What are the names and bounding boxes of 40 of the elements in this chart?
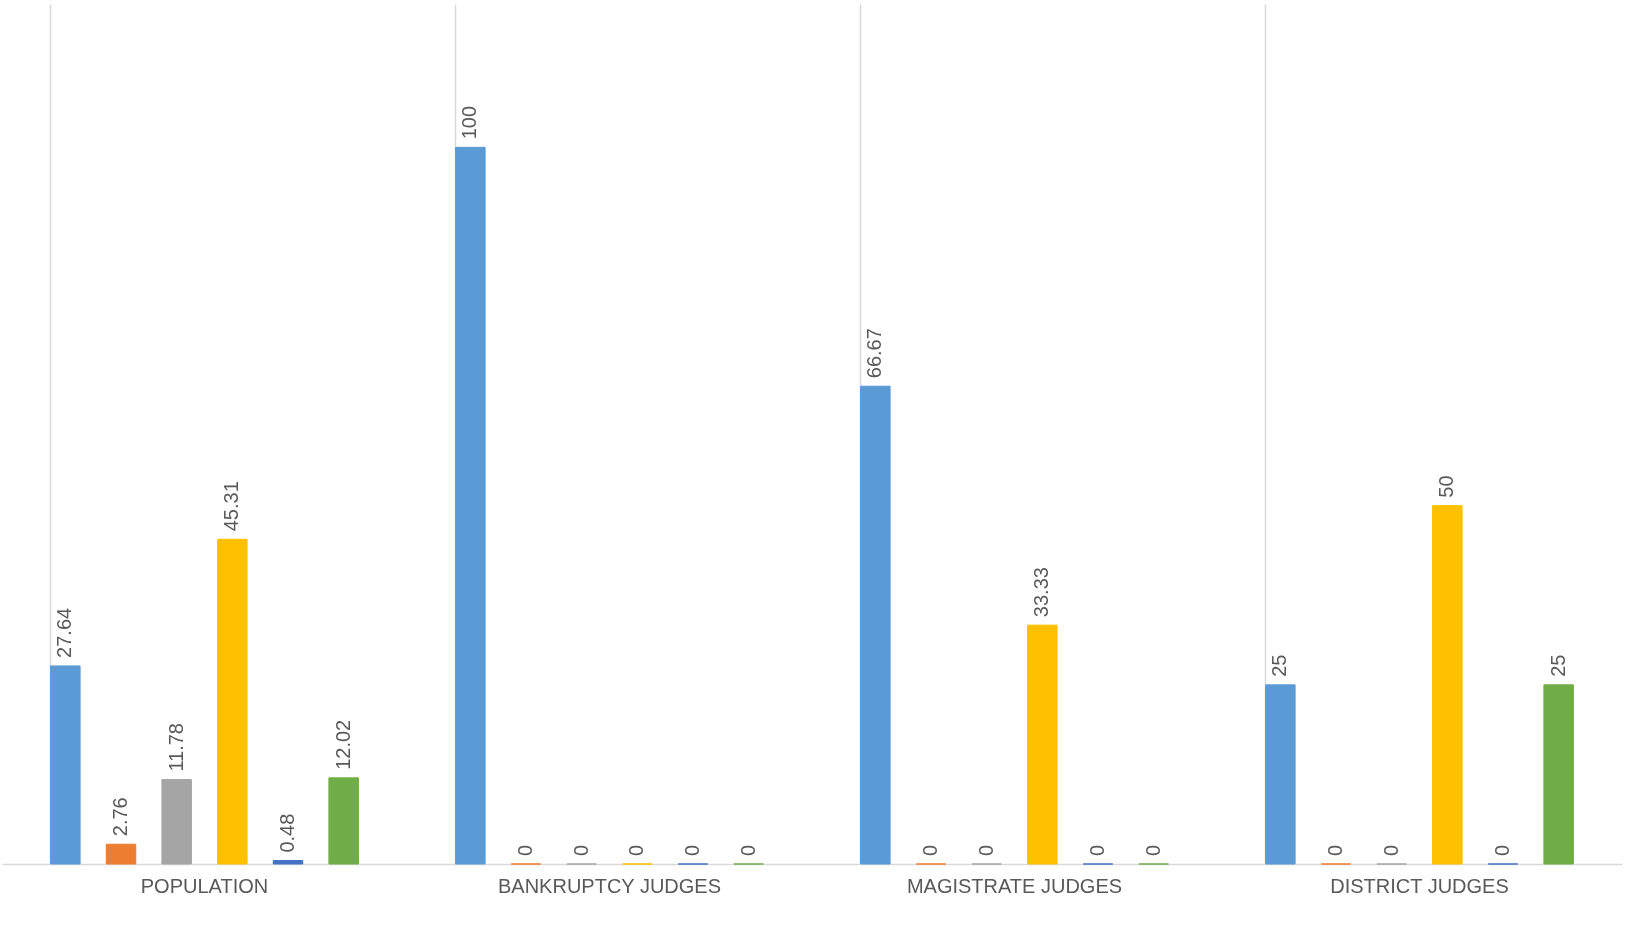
data-label: 0 (974, 844, 997, 856)
bar (1432, 505, 1463, 865)
data-label: 2.76 (109, 797, 132, 837)
data-label: 0 (919, 844, 942, 856)
data-label: 0 (1379, 844, 1402, 856)
bar (50, 665, 81, 865)
bar (1543, 684, 1574, 865)
data-label: 0 (514, 844, 537, 856)
data-label: 25 (1268, 654, 1291, 677)
data-label: 100 (458, 105, 481, 140)
data-label: 25 (1546, 654, 1569, 677)
bar (161, 779, 192, 865)
data-label: 0.48 (275, 813, 298, 853)
data-label: 45.31 (220, 481, 243, 532)
bar (105, 843, 137, 865)
bar (272, 860, 304, 865)
bar (860, 385, 891, 865)
bar (455, 146, 486, 865)
bar (217, 538, 248, 865)
x-tick-label: POPULATION (140, 874, 269, 897)
data-label: 50 (1435, 475, 1458, 498)
x-tick-label: BANKRUPTCY JUDGES (497, 874, 722, 897)
data-label: 11.78 (164, 723, 187, 772)
data-label: 0 (736, 844, 759, 856)
x-tick-label: DISTRICT JUDGES (1330, 874, 1509, 897)
data-label: 0 (1490, 844, 1513, 856)
bar (1027, 624, 1058, 865)
data-label: 0 (1324, 844, 1347, 856)
data-label: 33.33 (1030, 567, 1053, 618)
x-tick-label: MAGISTRATE JUDGES (906, 874, 1123, 897)
data-label: 0 (569, 844, 592, 856)
data-label: 12.02 (331, 719, 354, 770)
data-label: 27.64 (53, 607, 76, 658)
bar (328, 777, 359, 865)
data-label: 0 (1085, 844, 1108, 856)
bar (1265, 684, 1296, 865)
data-label: 0 (625, 844, 648, 856)
data-label: 0 (680, 844, 703, 856)
data-label: 66.67 (863, 328, 886, 379)
data-label: 0 (1141, 844, 1164, 856)
